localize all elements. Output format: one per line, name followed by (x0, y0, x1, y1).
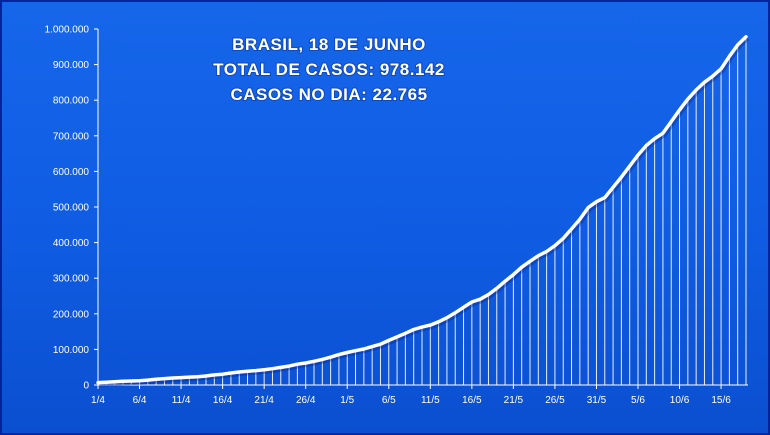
y-tick-label: 600.000 (53, 167, 90, 178)
x-tick-label: 6/4 (133, 395, 147, 406)
series-line-path (96, 35, 748, 385)
title-line-1: BRASIL, 18 DE JUNHO (232, 35, 426, 54)
y-tick-label: 100.000 (53, 345, 90, 356)
chart-title: BRASIL, 18 DE JUNHO TOTAL DE CASOS: 978.… (212, 34, 445, 105)
series-line (96, 35, 750, 387)
y-tick-label: 900.000 (53, 60, 90, 71)
x-tick-label: 26/5 (545, 395, 565, 406)
y-tick-label: 400.000 (53, 238, 90, 249)
y-tick-label: 700.000 (53, 131, 90, 142)
y-tick-label: 0 (83, 381, 89, 392)
x-tick-label: 1/5 (340, 395, 354, 406)
y-tick-label: 300.000 (53, 274, 90, 285)
y-tick-label: 1.000.000 (45, 25, 90, 36)
x-axis-ticks: 1/4 6/4 11/4 16/4 21/4 26/4 1/5 6/5 11/5 16/5 21/5… (91, 385, 731, 406)
x-tick-label: 11/4 (172, 395, 191, 406)
title-line-3: CASOS NO DIA: 22.765 (230, 85, 427, 104)
x-tick-label: 21/5 (504, 395, 524, 406)
y-tick-label: 800.000 (53, 96, 90, 107)
x-tick-label: 31/5 (587, 395, 607, 406)
x-tick-label: 26/4 (296, 395, 316, 406)
title-line-2: TOTAL DE CASOS: 978.142 (213, 60, 445, 79)
axes (97, 29, 748, 386)
area-fill (97, 36, 747, 385)
y-axis-ticks: 0 100.000 200.000 300.000 400.000 500.000 600.… (45, 25, 98, 392)
x-tick-label: 11/5 (421, 395, 440, 406)
x-tick-label: 1/4 (91, 395, 105, 406)
x-tick-label: 10/6 (670, 395, 690, 406)
y-tick-label: 200.000 (53, 309, 90, 320)
y-tick-label: 500.000 (53, 203, 90, 214)
x-tick-label: 6/5 (382, 395, 396, 406)
x-tick-label: 21/4 (254, 395, 274, 406)
x-tick-label: 16/4 (213, 395, 233, 406)
x-tick-label: 15/6 (711, 395, 731, 406)
x-tick-label: 5/6 (631, 395, 645, 406)
x-tick-label: 16/5 (462, 395, 482, 406)
